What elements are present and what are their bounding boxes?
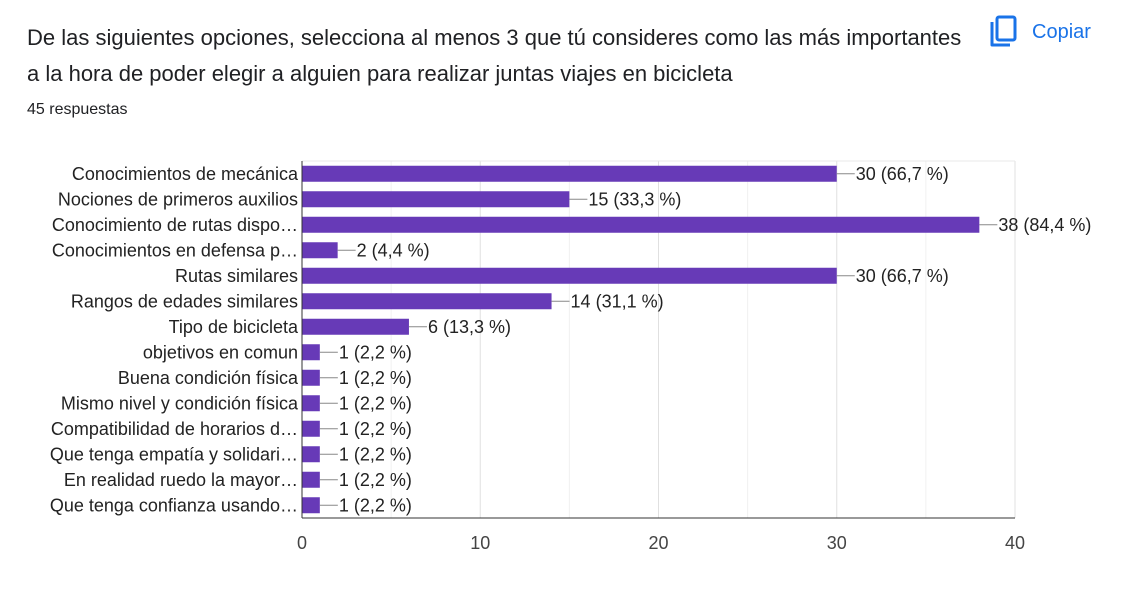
- x-tick-label: 10: [470, 533, 490, 553]
- bar-chart: Conocimientos de mecánica 30 (66,7 %) Noci…: [50, 160, 1091, 553]
- bar: [302, 420, 320, 437]
- category-label: Conocimientos de mecánica: [72, 164, 299, 184]
- value-label: 1 (2,2 %): [339, 470, 412, 490]
- value-label: 30 (66,7 %): [856, 266, 949, 286]
- value-label: 1 (2,2 %): [339, 368, 412, 388]
- category-label: Conocimiento de rutas dispo…: [52, 215, 298, 235]
- value-label: 30 (66,7 %): [856, 164, 949, 184]
- value-label: 15 (33,3 %): [588, 189, 681, 209]
- category-label: Rangos de edades similares: [71, 291, 298, 311]
- category-label: Conocimientos en defensa p…: [52, 240, 298, 260]
- bar: [302, 395, 320, 412]
- bar: [302, 471, 320, 488]
- x-tick-label: 0: [297, 533, 307, 553]
- bar: [302, 369, 320, 386]
- x-tick-label: 40: [1005, 533, 1025, 553]
- x-tick-label: 20: [648, 533, 668, 553]
- copy-icon: [990, 15, 1017, 47]
- value-label: 1 (2,2 %): [339, 444, 412, 464]
- category-label: Que tenga empatía y solidari…: [50, 444, 298, 464]
- bar: [302, 293, 552, 310]
- category-label: Mismo nivel y condición física: [61, 393, 299, 413]
- value-label: 1 (2,2 %): [339, 342, 412, 362]
- category-label: Compatibilidad de horarios d…: [51, 419, 298, 439]
- category-label: En realidad ruedo la mayor…: [64, 470, 298, 490]
- response-count: 45 respuestas: [27, 101, 128, 118]
- value-label: 6 (13,3 %): [428, 317, 511, 337]
- value-label: 38 (84,4 %): [998, 215, 1091, 235]
- bar: [302, 165, 837, 182]
- category-label: objetivos en comun: [143, 342, 298, 362]
- category-label: Que tenga confianza usando…: [50, 495, 298, 515]
- bar: [302, 344, 320, 361]
- bar: [302, 318, 409, 335]
- copy-label: Copiar: [1032, 20, 1091, 43]
- value-label: 1 (2,2 %): [339, 495, 412, 515]
- category-label: Nociones de primeros auxilios: [58, 189, 298, 209]
- bar: [302, 191, 570, 208]
- copy-button[interactable]: Copiar: [988, 14, 1091, 50]
- category-label: Buena condición física: [118, 368, 299, 388]
- value-label: 1 (2,2 %): [339, 393, 412, 413]
- bar: [302, 267, 837, 284]
- category-label: Rutas similares: [175, 266, 298, 286]
- bar: [302, 446, 320, 463]
- value-label: 14 (31,1 %): [571, 291, 664, 311]
- bar: [302, 497, 320, 514]
- bar: [302, 242, 338, 259]
- x-tick-label: 30: [827, 533, 847, 553]
- value-label: 2 (4,4 %): [357, 240, 430, 260]
- category-label: Tipo de bicicleta: [169, 317, 299, 337]
- value-label: 1 (2,2 %): [339, 419, 412, 439]
- question-title: De las siguientes opciones, selecciona a…: [27, 25, 962, 86]
- bar: [302, 216, 980, 233]
